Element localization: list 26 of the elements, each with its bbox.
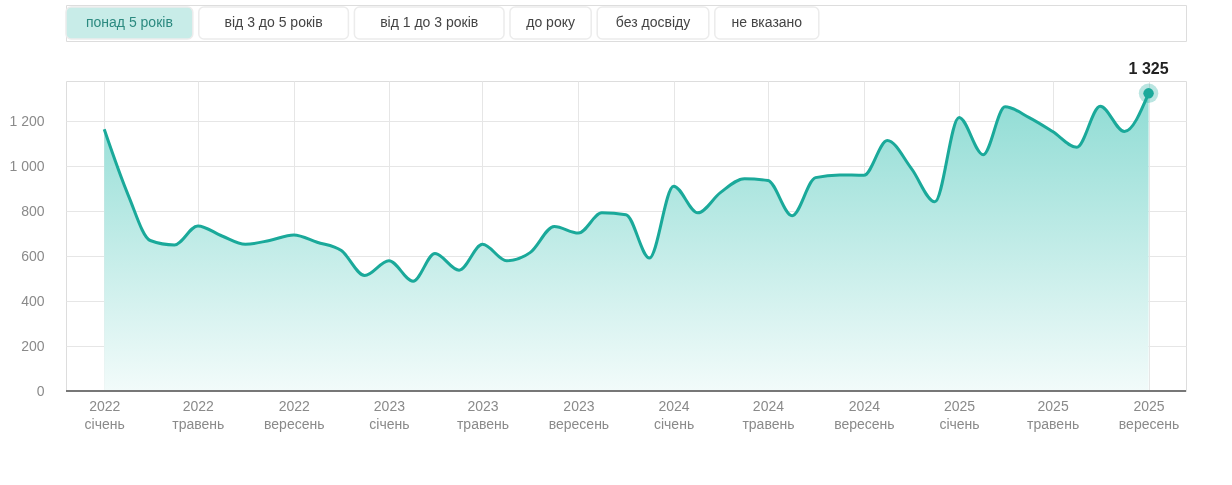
y-tick-label: 200 — [21, 337, 45, 354]
x-tick-label: 2022 травень — [172, 397, 225, 432]
y-tick-label: 0 — [36, 382, 45, 399]
x-tick-label: 2022 січень — [84, 397, 125, 432]
x-tick-label: 2024 січень — [653, 397, 695, 432]
y-tick-label: 800 — [21, 202, 45, 219]
x-tick-label: 2025 вересень — [1118, 397, 1180, 432]
y-tick-label: 400 — [21, 292, 45, 309]
y-tick-label: 600 — [21, 247, 45, 264]
text: понад 5 років — [85, 14, 173, 30]
x-tick-label: 2025 травень — [1027, 397, 1080, 432]
x-tick-label: 2023 вересень — [548, 397, 610, 432]
data-label: 1 325 — [1128, 60, 1169, 78]
x-tick-label: 2024 вересень — [834, 397, 895, 432]
text: від 1 до 3 років — [380, 14, 479, 30]
text: від 3 до 5 років — [224, 14, 323, 30]
x-tick-label: 2024 травень — [742, 397, 795, 432]
x-tick-label: 2023 травень — [456, 397, 510, 432]
y-tick-label: 1 000 — [9, 157, 45, 174]
x-tick-label: 2025 січень — [939, 397, 980, 432]
text: до року — [526, 14, 575, 30]
text: без досвіду — [615, 14, 691, 30]
y-tick-label: 1 200 — [9, 112, 45, 129]
text: не вказано — [731, 14, 803, 30]
x-tick-label: 2023 січень — [369, 397, 410, 432]
x-tick-label: 2022 вересень — [264, 397, 325, 432]
